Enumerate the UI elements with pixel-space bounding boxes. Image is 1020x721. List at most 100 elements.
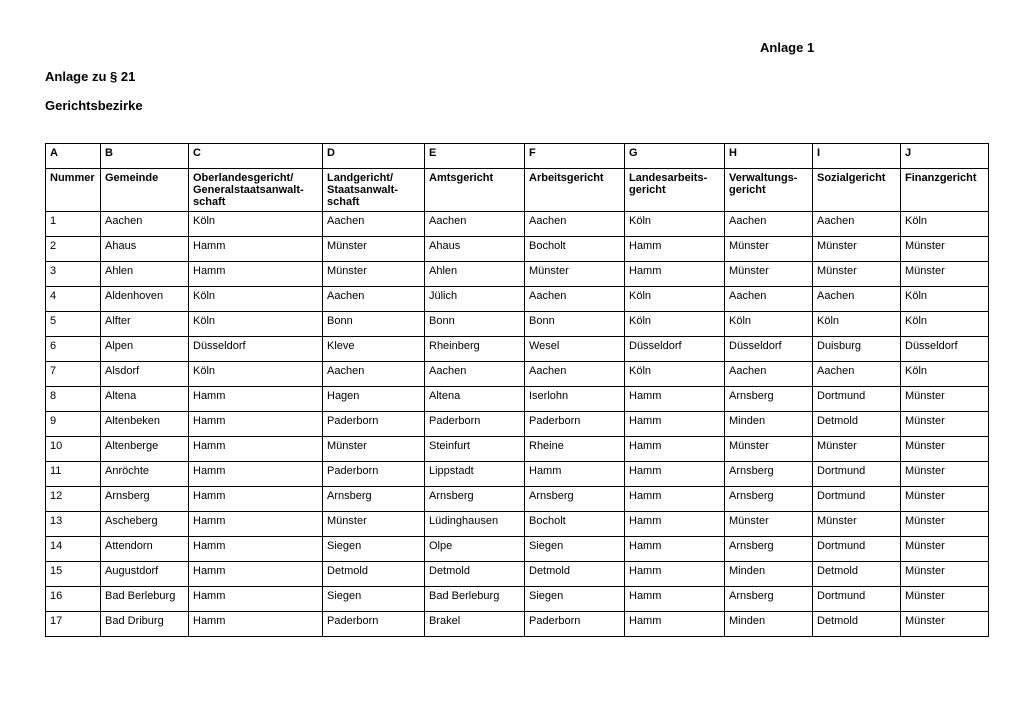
table-row: 3AhlenHammMünsterAhlenMünsterHammMünster… [46, 262, 989, 287]
table-cell: Münster [901, 412, 989, 437]
table-cell: Aldenhoven [101, 287, 189, 312]
table-cell: Arnsberg [323, 487, 425, 512]
table-cell: Münster [725, 237, 813, 262]
table-cell: 13 [46, 512, 101, 537]
table-letter-row: ABCDEFGHIJ [46, 144, 989, 169]
table-cell: Münster [901, 537, 989, 562]
table-cell: Münster [901, 262, 989, 287]
table-cell: Hamm [189, 437, 323, 462]
table-cell: Paderborn [425, 412, 525, 437]
table-cell: Dortmund [813, 387, 901, 412]
table-cell: Iserlohn [525, 387, 625, 412]
table-cell: Münster [901, 562, 989, 587]
table-cell: Aachen [323, 287, 425, 312]
table-cell: Arnsberg [725, 387, 813, 412]
table-row: 11AnröchteHammPaderbornLippstadtHammHamm… [46, 462, 989, 487]
table-cell: Hagen [323, 387, 425, 412]
table-cell: Bonn [323, 312, 425, 337]
column-letter: D [323, 144, 425, 169]
table-cell: Köln [725, 312, 813, 337]
table-cell: Köln [625, 287, 725, 312]
table-row: 16Bad BerleburgHammSiegenBad BerleburgSi… [46, 587, 989, 612]
table-cell: Aachen [101, 212, 189, 237]
table-cell: Aachen [323, 212, 425, 237]
column-header: Nummer [46, 169, 101, 212]
table-cell: Münster [901, 587, 989, 612]
table-cell: Hamm [189, 612, 323, 637]
table-cell: Hamm [189, 562, 323, 587]
table-cell: Münster [813, 437, 901, 462]
table-cell: Arnsberg [101, 487, 189, 512]
table-row: 1AachenKölnAachenAachenAachenKölnAachenA… [46, 212, 989, 237]
column-header: Sozialgericht [813, 169, 901, 212]
table-cell: Aachen [725, 362, 813, 387]
table-cell: Bad Berleburg [101, 587, 189, 612]
table-cell: Münster [901, 487, 989, 512]
table-cell: Arnsberg [525, 487, 625, 512]
column-letter: C [189, 144, 323, 169]
column-header: Landesarbeits-gericht [625, 169, 725, 212]
table-row: 10AltenbergeHammMünsterSteinfurtRheineHa… [46, 437, 989, 462]
table-cell: Detmold [813, 562, 901, 587]
table-cell: Arnsberg [725, 462, 813, 487]
table-cell: Duisburg [813, 337, 901, 362]
table-cell: 15 [46, 562, 101, 587]
table-cell: Köln [189, 312, 323, 337]
table-cell: Hamm [189, 537, 323, 562]
table-cell: Bad Driburg [101, 612, 189, 637]
column-header: Finanzgericht [901, 169, 989, 212]
table-row: 5AlfterKölnBonnBonnBonnKölnKölnKölnKöln [46, 312, 989, 337]
table-cell: Hamm [625, 487, 725, 512]
table-cell: Attendorn [101, 537, 189, 562]
table-cell: Köln [625, 312, 725, 337]
table-cell: 6 [46, 337, 101, 362]
table-cell: Aachen [725, 287, 813, 312]
table-cell: Bonn [525, 312, 625, 337]
column-header: Gemeinde [101, 169, 189, 212]
table-cell: Aachen [525, 212, 625, 237]
column-letter: J [901, 144, 989, 169]
table-cell: Siegen [525, 587, 625, 612]
table-cell: Bad Berleburg [425, 587, 525, 612]
table-cell: 1 [46, 212, 101, 237]
table-cell: Münster [725, 512, 813, 537]
column-header: Amtsgericht [425, 169, 525, 212]
table-cell: Hamm [189, 587, 323, 612]
table-cell: Hamm [189, 462, 323, 487]
table-cell: Aachen [725, 212, 813, 237]
table-cell: Siegen [323, 537, 425, 562]
table-cell: Hamm [189, 512, 323, 537]
column-letter: A [46, 144, 101, 169]
table-cell: Steinfurt [425, 437, 525, 462]
table-row: 7AlsdorfKölnAachenAachenAachenKölnAachen… [46, 362, 989, 387]
table-cell: Düsseldorf [625, 337, 725, 362]
table-cell: Olpe [425, 537, 525, 562]
table-cell: Düsseldorf [901, 337, 989, 362]
table-cell: Aachen [323, 362, 425, 387]
column-letter: F [525, 144, 625, 169]
table-cell: Hamm [189, 387, 323, 412]
table-cell: Hamm [625, 537, 725, 562]
table-row: 13AschebergHammMünsterLüdinghausenBochol… [46, 512, 989, 537]
table-cell: Hamm [625, 462, 725, 487]
table-cell: Köln [901, 212, 989, 237]
table-cell: Münster [323, 437, 425, 462]
table-cell: Paderborn [323, 412, 425, 437]
table-cell: Minden [725, 412, 813, 437]
table-cell: Arnsberg [725, 537, 813, 562]
table-cell: 3 [46, 262, 101, 287]
table-cell: Münster [525, 262, 625, 287]
table-cell: Aachen [813, 287, 901, 312]
table-cell: Altenberge [101, 437, 189, 462]
table-cell: Bonn [425, 312, 525, 337]
column-letter: B [101, 144, 189, 169]
table-row: 15AugustdorfHammDetmoldDetmoldDetmoldHam… [46, 562, 989, 587]
table-cell: Altenbeken [101, 412, 189, 437]
table-cell: Aachen [425, 362, 525, 387]
table-cell: Siegen [323, 587, 425, 612]
table-cell: Alpen [101, 337, 189, 362]
table-cell: Hamm [625, 262, 725, 287]
table-cell: Münster [725, 262, 813, 287]
table-header-row: NummerGemeindeOberlandesgericht/Generals… [46, 169, 989, 212]
table-cell: Münster [813, 512, 901, 537]
